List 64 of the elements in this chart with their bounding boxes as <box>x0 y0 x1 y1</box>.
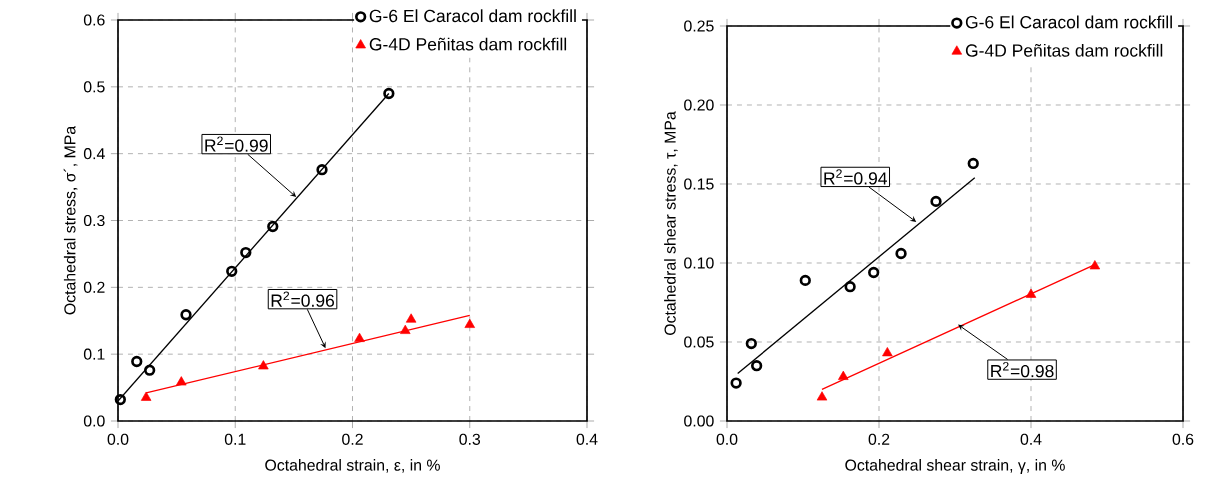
point <box>1089 260 1101 270</box>
point <box>882 347 893 357</box>
point <box>751 360 763 372</box>
x-tick-label: 0.0 <box>716 433 738 445</box>
point <box>405 313 417 323</box>
point <box>799 274 811 287</box>
y-tick-label: 0.6 <box>83 14 105 26</box>
y-tick-label: 0.4 <box>83 148 105 160</box>
point <box>114 393 126 406</box>
point <box>258 360 269 370</box>
point <box>730 377 742 389</box>
y-tick-label: 0.05 <box>684 336 714 348</box>
legend-label: G-6 El Caracol dam rockfill <box>369 9 576 23</box>
point <box>226 265 238 277</box>
point <box>144 364 156 376</box>
y-tick-label: 0.5 <box>83 81 105 93</box>
annotation: R$^{2}$=0.94 <box>824 169 888 185</box>
point <box>383 87 395 100</box>
y-tick-label: 0.0 <box>83 415 105 427</box>
legend-label: G-6 El Caracol dam rockfill <box>965 15 1172 29</box>
y-tick-label: 0.00 <box>684 415 714 427</box>
y-tick-label: 0.25 <box>684 20 714 32</box>
y-axis-title: Octahedral stress, σ´, MPa <box>63 125 78 315</box>
point <box>140 391 152 401</box>
point <box>400 324 411 334</box>
x-tick-label: 0.3 <box>459 433 481 445</box>
point <box>1025 288 1037 298</box>
point <box>816 391 828 401</box>
point <box>838 370 849 380</box>
y-tick-label: 0.2 <box>83 281 105 293</box>
x-axis-title: Octahedral strain, ε, in % <box>265 459 440 473</box>
annotation: R$^{2}$=0.96 <box>271 291 335 307</box>
x-tick-label: 0.0 <box>107 433 129 445</box>
point <box>745 337 757 350</box>
y-tick-label: 0.3 <box>83 214 105 227</box>
x-axis-title: Octahedral shear strain, γ, in % <box>845 459 1065 474</box>
y-tick-label: 0.15 <box>684 178 714 190</box>
y-axis-title: Octahedral shear stress, τ, MPa <box>664 111 678 335</box>
legend-label: G-4D Peñitas dam rockfill <box>965 43 1163 57</box>
x-tick-label: 0.2 <box>342 433 363 445</box>
point <box>930 195 942 208</box>
point <box>868 266 880 279</box>
annotation: R$^{2}$=0.98 <box>991 361 1054 378</box>
point <box>967 157 979 170</box>
point <box>176 376 187 386</box>
y-tick-label: 0.1 <box>83 348 105 360</box>
annotation: R$^{2}$=0.99 <box>205 136 268 152</box>
x-tick-label: 0.1 <box>224 433 246 445</box>
y-tick-label: 0.20 <box>684 99 714 111</box>
point <box>464 318 475 328</box>
x-tick-label: 0.2 <box>868 433 890 445</box>
x-tick-label: 0.4 <box>1020 433 1042 445</box>
point <box>180 309 192 321</box>
point <box>354 332 365 342</box>
x-tick-label: 0.6 <box>1172 433 1194 445</box>
x-tick-label: 0.4 <box>576 433 598 445</box>
legend-label: G-4D Peñitas dam rockfill <box>369 37 567 51</box>
y-tick-label: 0.10 <box>684 257 714 269</box>
point <box>267 220 279 233</box>
point <box>844 281 856 293</box>
point <box>131 355 143 368</box>
point <box>895 247 907 260</box>
point <box>240 246 252 259</box>
point <box>316 164 328 176</box>
